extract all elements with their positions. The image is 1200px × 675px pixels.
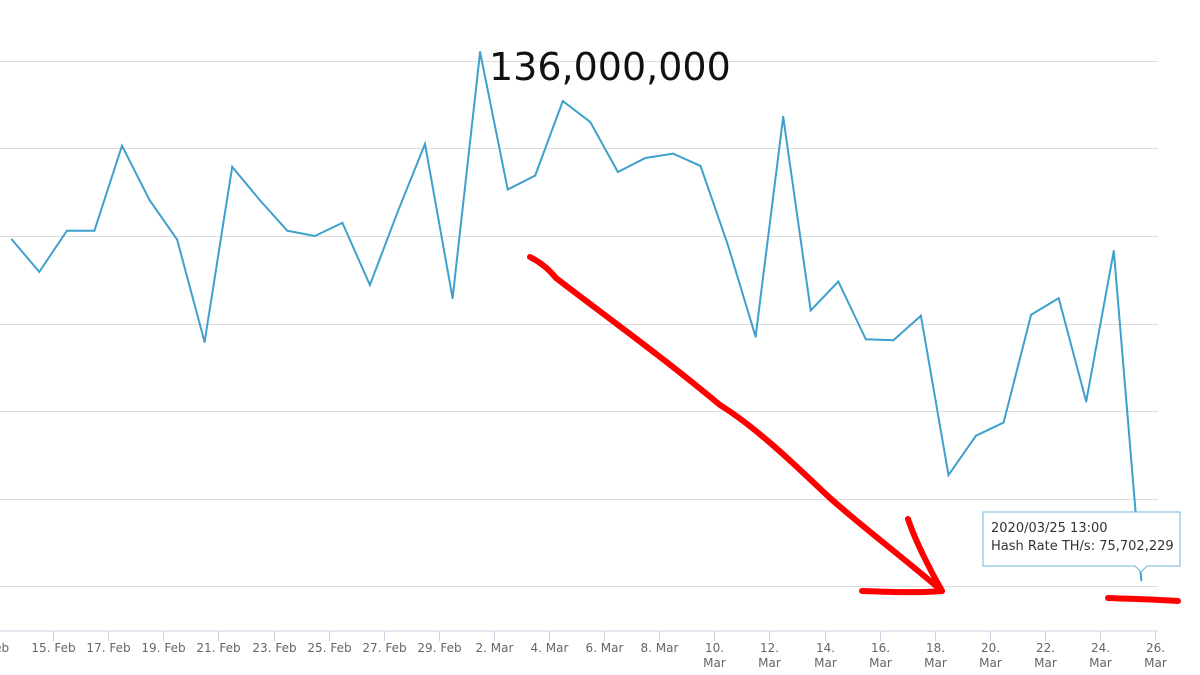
x-axis-labels: Feb 15. Feb 17. Feb 19. Feb 21. Feb 23. Feb 25… xyxy=(0,641,1167,670)
data-point xyxy=(754,335,757,338)
low-level-marker xyxy=(1105,595,1181,604)
data-point xyxy=(892,339,895,342)
tooltip-row: Hash Rate TH/s: 75,702,229 xyxy=(991,539,1174,554)
data-points xyxy=(10,51,1143,582)
series-line-hash-rate xyxy=(11,51,1143,581)
data-point xyxy=(341,221,344,224)
downtrend-arrow-head xyxy=(859,516,945,596)
data-point xyxy=(424,143,426,145)
data-point xyxy=(1002,421,1005,424)
x-tick-label-7: 27. Feb xyxy=(362,641,406,655)
data-point xyxy=(1057,297,1060,300)
data-point xyxy=(644,157,647,159)
tooltip-date: 2020/03/25 13:00 xyxy=(991,521,1108,536)
data-point xyxy=(1030,313,1033,316)
data-point xyxy=(947,474,950,477)
data-point xyxy=(148,199,151,201)
x-tick-label-6: 25. Feb xyxy=(307,641,351,655)
tooltip-value: 75,702,229 xyxy=(1099,539,1173,554)
tooltip-colon: : xyxy=(1091,539,1100,554)
data-point xyxy=(506,188,509,191)
x-tick-label-12: 8. Mar xyxy=(641,641,679,655)
x-tick-label-21: 26. Mar xyxy=(1144,641,1167,670)
data-point xyxy=(561,100,564,103)
data-point xyxy=(231,165,234,168)
data-point xyxy=(919,314,922,317)
red-annotation-marks xyxy=(527,254,1181,604)
x-tick-label-10: 4. Mar xyxy=(531,641,569,655)
data-point xyxy=(176,238,179,241)
x-tick-label-19: 22. Mar xyxy=(1034,641,1057,670)
data-point xyxy=(313,235,316,237)
x-tick-label-20: 24. Mar xyxy=(1089,641,1112,670)
data-point xyxy=(286,229,289,232)
data-point xyxy=(1140,579,1143,582)
tooltip-box xyxy=(982,511,1181,573)
data-point xyxy=(258,199,261,201)
data-point xyxy=(479,51,482,53)
data-point xyxy=(38,270,41,273)
data-point xyxy=(782,115,785,118)
downtrend-arrow-shaft xyxy=(527,254,945,594)
data-point xyxy=(93,229,96,232)
x-tick-label-15: 14. Mar xyxy=(814,641,837,670)
x-axis-ticks xyxy=(53,631,1156,641)
data-point xyxy=(727,244,730,247)
x-tick-label-2: 17. Feb xyxy=(86,641,130,655)
x-tick-label-1: 15. Feb xyxy=(31,641,75,655)
data-point xyxy=(203,341,206,343)
data-point xyxy=(368,284,371,286)
x-tick-label-4: 21. Feb xyxy=(196,641,240,655)
data-point xyxy=(396,211,399,214)
tooltip: 2020/03/25 13:00 Hash Rate TH/s: 75,702,… xyxy=(982,511,1181,573)
data-point xyxy=(616,171,619,173)
data-point xyxy=(864,338,867,341)
data-point xyxy=(589,121,592,124)
x-tick-label-16: 16. Mar xyxy=(869,641,892,670)
peak-annotation-label: 136,000,000 xyxy=(489,45,731,89)
x-tick-label-0: Feb xyxy=(0,641,9,655)
x-tick-label-11: 6. Mar xyxy=(586,641,624,655)
x-tick-label-8: 29. Feb xyxy=(417,641,461,655)
data-point xyxy=(1112,249,1115,252)
x-tick-label-9: 2. Mar xyxy=(476,641,514,655)
data-point xyxy=(10,238,13,241)
data-point xyxy=(672,152,674,155)
data-point xyxy=(1085,400,1088,403)
data-point xyxy=(451,297,454,300)
x-tick-label-18: 20. Mar xyxy=(979,641,1002,670)
data-point xyxy=(534,174,537,177)
data-point xyxy=(121,144,123,147)
data-point xyxy=(975,434,977,437)
data-point xyxy=(65,229,68,232)
x-tick-label-17: 18. Mar xyxy=(924,641,947,670)
data-point xyxy=(809,309,812,312)
x-tick-label-5: 23. Feb xyxy=(252,641,296,655)
x-tick-label-14: 12. Mar xyxy=(758,641,781,670)
x-tick-label-3: 19. Feb xyxy=(141,641,185,655)
data-point xyxy=(837,280,840,283)
gridlines xyxy=(0,61,1158,587)
tooltip-series-label: Hash Rate TH/s xyxy=(991,539,1091,554)
x-tick-label-13: 10. Mar xyxy=(703,641,726,670)
data-point xyxy=(699,164,702,167)
